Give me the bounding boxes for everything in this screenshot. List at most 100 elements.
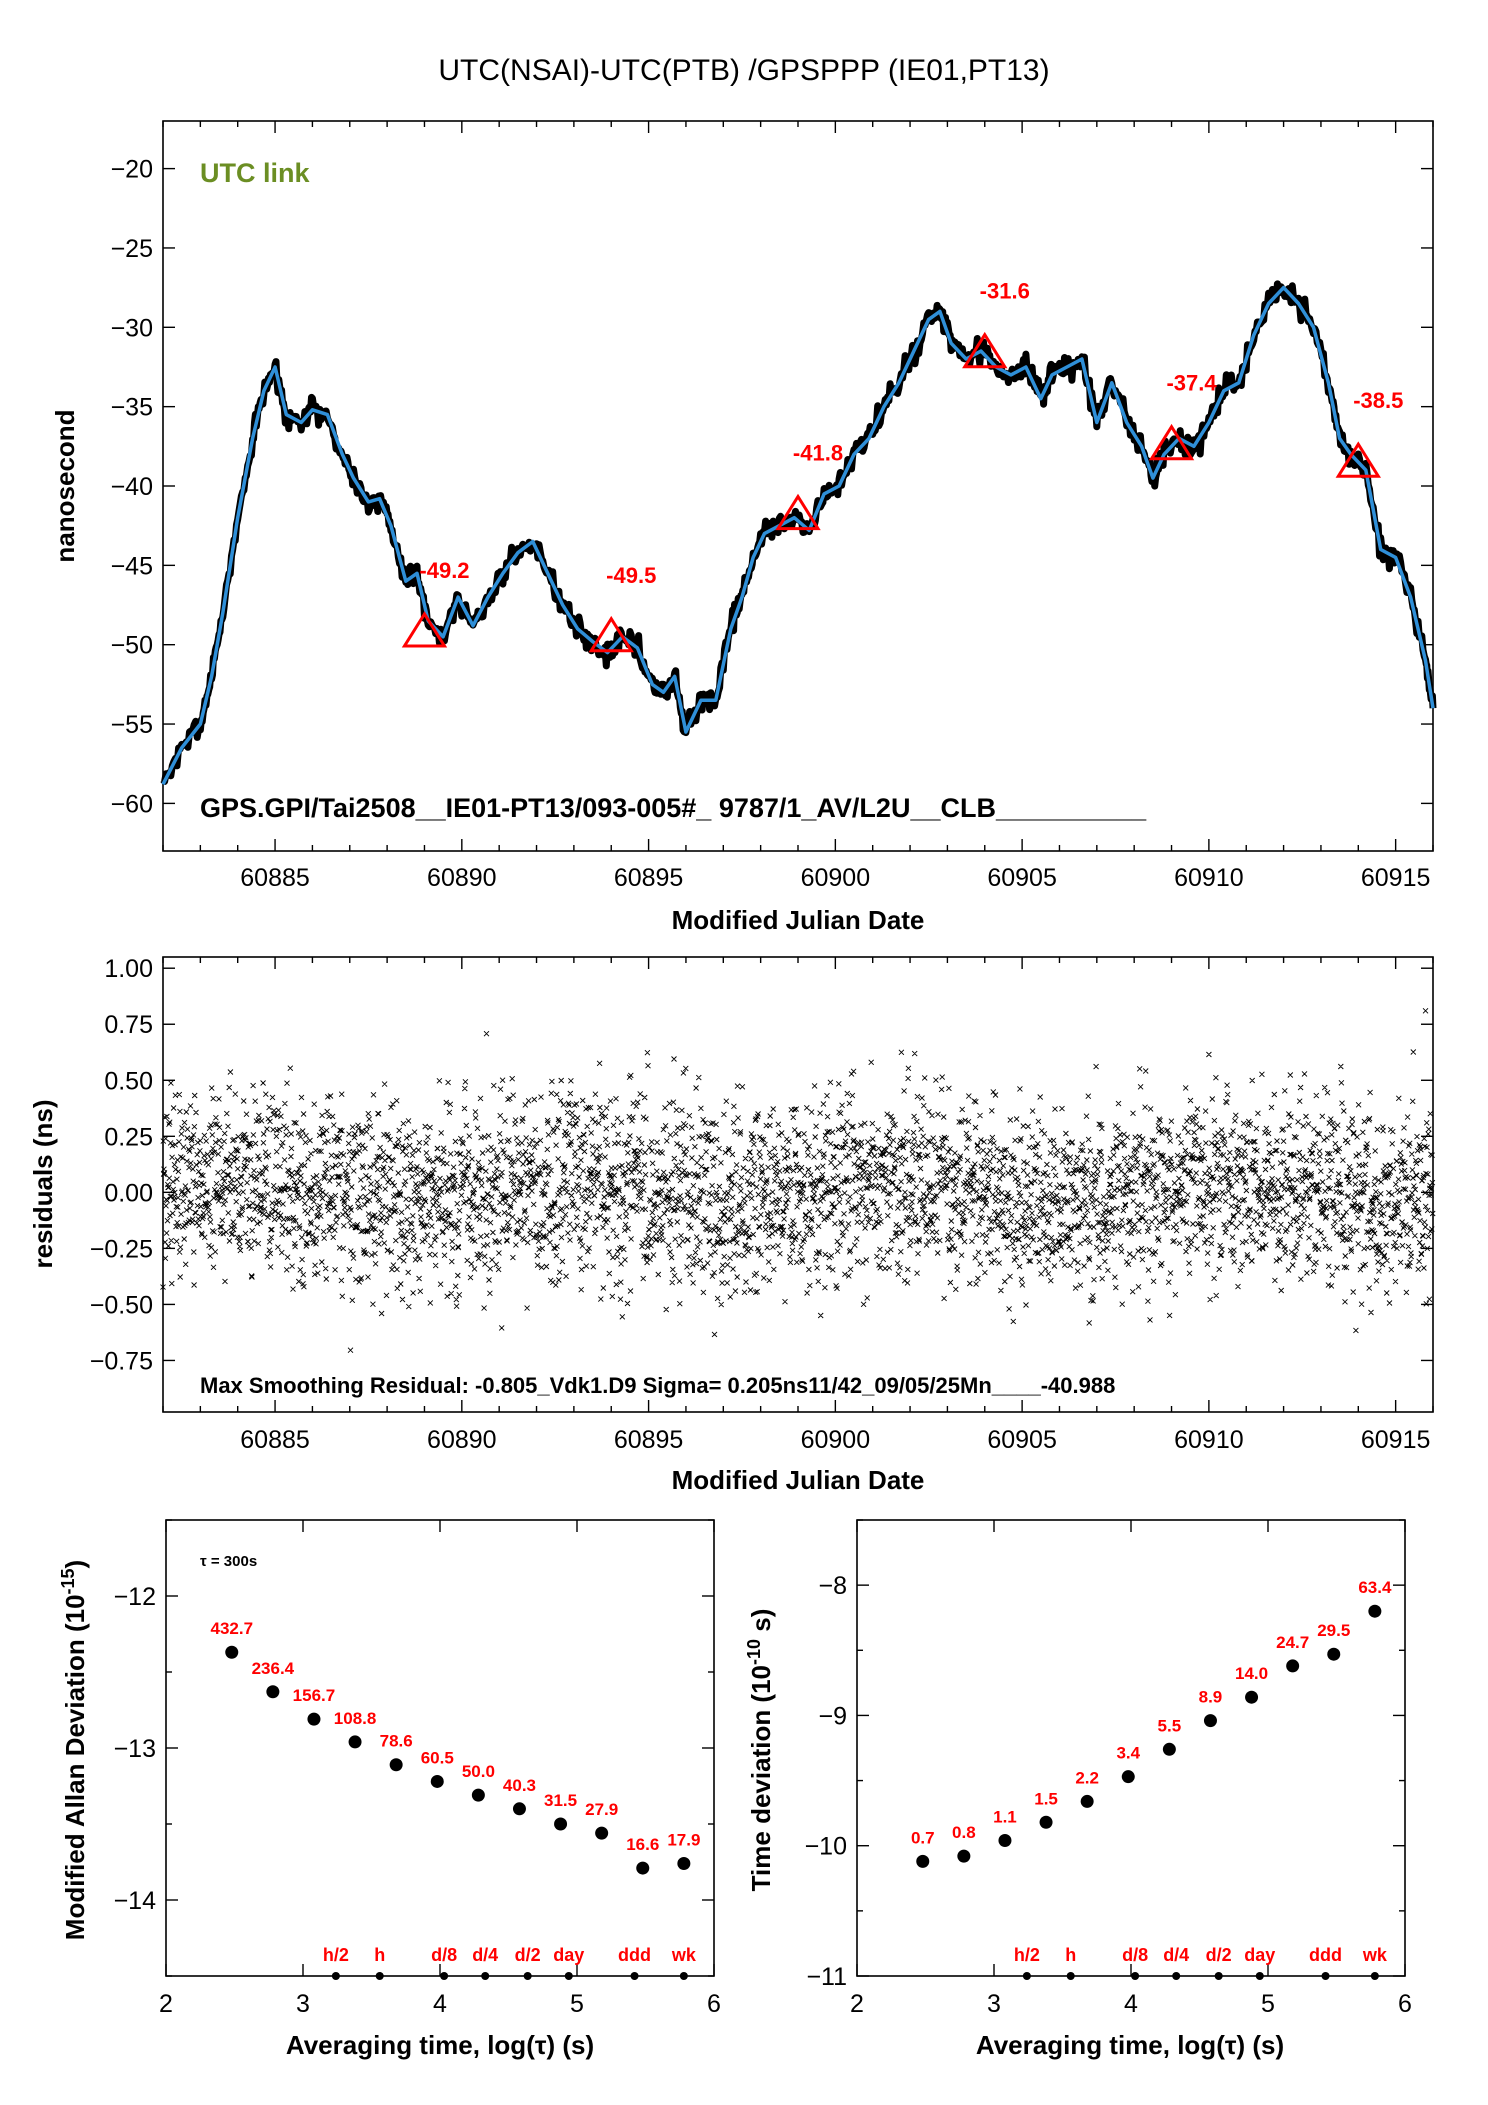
timescale-label: wk <box>1362 1945 1388 1965</box>
link-y-axis-label: nanosecond <box>50 409 80 562</box>
deviation-value-label: 156.7 <box>293 1686 336 1705</box>
chart-title: UTC(NSAI)-UTC(PTB) /GPSPPP (IE01,PT13) <box>438 54 1049 87</box>
deviation-value-label: 5.5 <box>1158 1716 1182 1735</box>
y-tick-label: 1.00 <box>104 955 153 983</box>
x-tick-label: 60915 <box>1361 1426 1431 1454</box>
deviation-value-label: 2.2 <box>1075 1768 1099 1787</box>
x-tick-label: 2 <box>159 1990 173 2018</box>
mdev-panel: τ = 300s Averaging time, log(τ) (s) Modi… <box>58 1519 721 2060</box>
deviation-value-label: 108.8 <box>334 1709 377 1728</box>
deviation-point <box>1286 1659 1300 1673</box>
x-tick-label: 60905 <box>987 1426 1057 1454</box>
link-footer-text: GPS.GPI/Tai2508__IE01-PT13/093-005#_ 978… <box>200 793 1147 823</box>
tdev-x-axis-label: Averaging time, log(τ) (s) <box>976 2030 1284 2060</box>
deviation-point <box>389 1758 403 1772</box>
y-tick-label: −20 <box>111 156 153 184</box>
marker-triangle <box>1335 441 1382 478</box>
deviation-value-label: 236.4 <box>252 1659 295 1678</box>
y-tick-label: 0.75 <box>104 1011 153 1039</box>
x-tick-label: 5 <box>570 1990 584 2018</box>
residuals-x-axis-label: Modified Julian Date <box>672 1465 925 1495</box>
deviation-value-label: 63.4 <box>1358 1578 1392 1597</box>
x-tick-label: 60890 <box>427 864 497 892</box>
marker-value-label: -41.8 <box>793 441 843 466</box>
timescale-dot <box>1370 1972 1379 1980</box>
deviation-point <box>266 1685 280 1699</box>
deviation-value-label: 1.1 <box>993 1808 1017 1827</box>
deviation-point <box>471 1788 485 1802</box>
link-panel: UTC link GPS.GPI/Tai2508__IE01-PT13/093-… <box>50 120 1437 935</box>
deviation-point <box>1162 1742 1176 1756</box>
deviation-point <box>1368 1604 1382 1618</box>
x-tick-label: 6 <box>1398 1990 1412 2018</box>
deviation-value-label: 78.6 <box>380 1732 413 1751</box>
x-tick-label: 2 <box>850 1990 864 2018</box>
link-x-axis-label: Modified Julian Date <box>672 905 925 935</box>
timescale-dot <box>331 1972 340 1980</box>
marker-triangle <box>962 331 1008 369</box>
deviation-point <box>554 1817 568 1831</box>
y-tick-label: −8 <box>818 1572 847 1600</box>
y-tick-label: −50 <box>111 632 153 660</box>
timescale-label: h/2 <box>323 1945 349 1965</box>
x-tick-label: 3 <box>296 1990 310 2018</box>
y-tick-label: 0.25 <box>104 1123 153 1151</box>
deviation-point <box>998 1834 1012 1848</box>
marker-triangle <box>588 615 634 653</box>
deviation-value-label: 0.8 <box>952 1823 976 1842</box>
deviation-point <box>348 1735 362 1749</box>
timescale-dot <box>1022 1972 1031 1980</box>
timescale-label: h <box>1065 1945 1076 1965</box>
deviation-point <box>430 1774 444 1788</box>
deviation-value-label: 60.5 <box>421 1748 454 1767</box>
y-tick-label: −14 <box>114 1887 157 1915</box>
deviation-point <box>1203 1714 1217 1728</box>
deviation-value-label: 40.3 <box>503 1776 536 1795</box>
x-tick-label: 4 <box>1124 1990 1138 2018</box>
timescale-dot <box>1321 1972 1330 1980</box>
timescale-dot <box>523 1972 532 1980</box>
x-tick-label: 60900 <box>801 864 871 892</box>
deviation-value-label: 3.4 <box>1116 1744 1140 1763</box>
tdev-y-axis-label: Time deviation (10-10 s) <box>744 1609 776 1892</box>
marker-value-label: -31.6 <box>980 279 1030 304</box>
deviation-value-label: 50.0 <box>462 1762 495 1781</box>
y-tick-label: −10 <box>805 1833 847 1861</box>
y-tick-label: −35 <box>111 394 153 422</box>
x-tick-label: 5 <box>1261 1990 1275 2018</box>
y-tick-label: 0.50 <box>104 1067 153 1095</box>
timescale-dot <box>630 1972 639 1980</box>
deviation-point <box>1121 1770 1135 1784</box>
deviation-point <box>957 1849 971 1863</box>
deviation-point <box>1039 1815 1053 1829</box>
marker-triangle <box>1148 423 1195 461</box>
deviation-value-label: 0.7 <box>911 1828 935 1847</box>
deviation-point <box>512 1802 526 1816</box>
y-tick-label: −60 <box>111 790 153 818</box>
timescale-label: d/8 <box>1122 1945 1148 1965</box>
x-tick-label: 60900 <box>801 1426 871 1454</box>
timescale-label: d/2 <box>1206 1945 1232 1965</box>
deviation-point <box>307 1712 321 1726</box>
deviation-point <box>1327 1647 1341 1661</box>
timescale-dot <box>564 1972 573 1980</box>
y-tick-label: −0.75 <box>90 1347 153 1375</box>
y-tick-label: −25 <box>111 235 153 263</box>
residual-points <box>160 1007 1436 1354</box>
y-tick-label: −9 <box>818 1702 847 1730</box>
y-tick-label: −11 <box>806 1963 847 1991</box>
marker-value-label: -37.4 <box>1166 371 1217 396</box>
x-tick-label: 60885 <box>240 1426 310 1454</box>
marker-value-label: -49.2 <box>419 558 469 583</box>
x-tick-label: 60895 <box>614 1426 684 1454</box>
timescale-label: ddd <box>618 1945 651 1965</box>
marker-triangle <box>775 493 821 531</box>
deviation-point <box>636 1861 650 1875</box>
x-tick-label: 60895 <box>614 864 684 892</box>
smoothed-series-line <box>161 285 1435 786</box>
x-tick-label: 60890 <box>427 1426 497 1454</box>
residuals-footer-text: Max Smoothing Residual: -0.805_Vdk1.D9 S… <box>200 1373 1115 1398</box>
deviation-value-label: 1.5 <box>1034 1789 1058 1808</box>
deviation-value-label: 14.0 <box>1235 1664 1268 1683</box>
